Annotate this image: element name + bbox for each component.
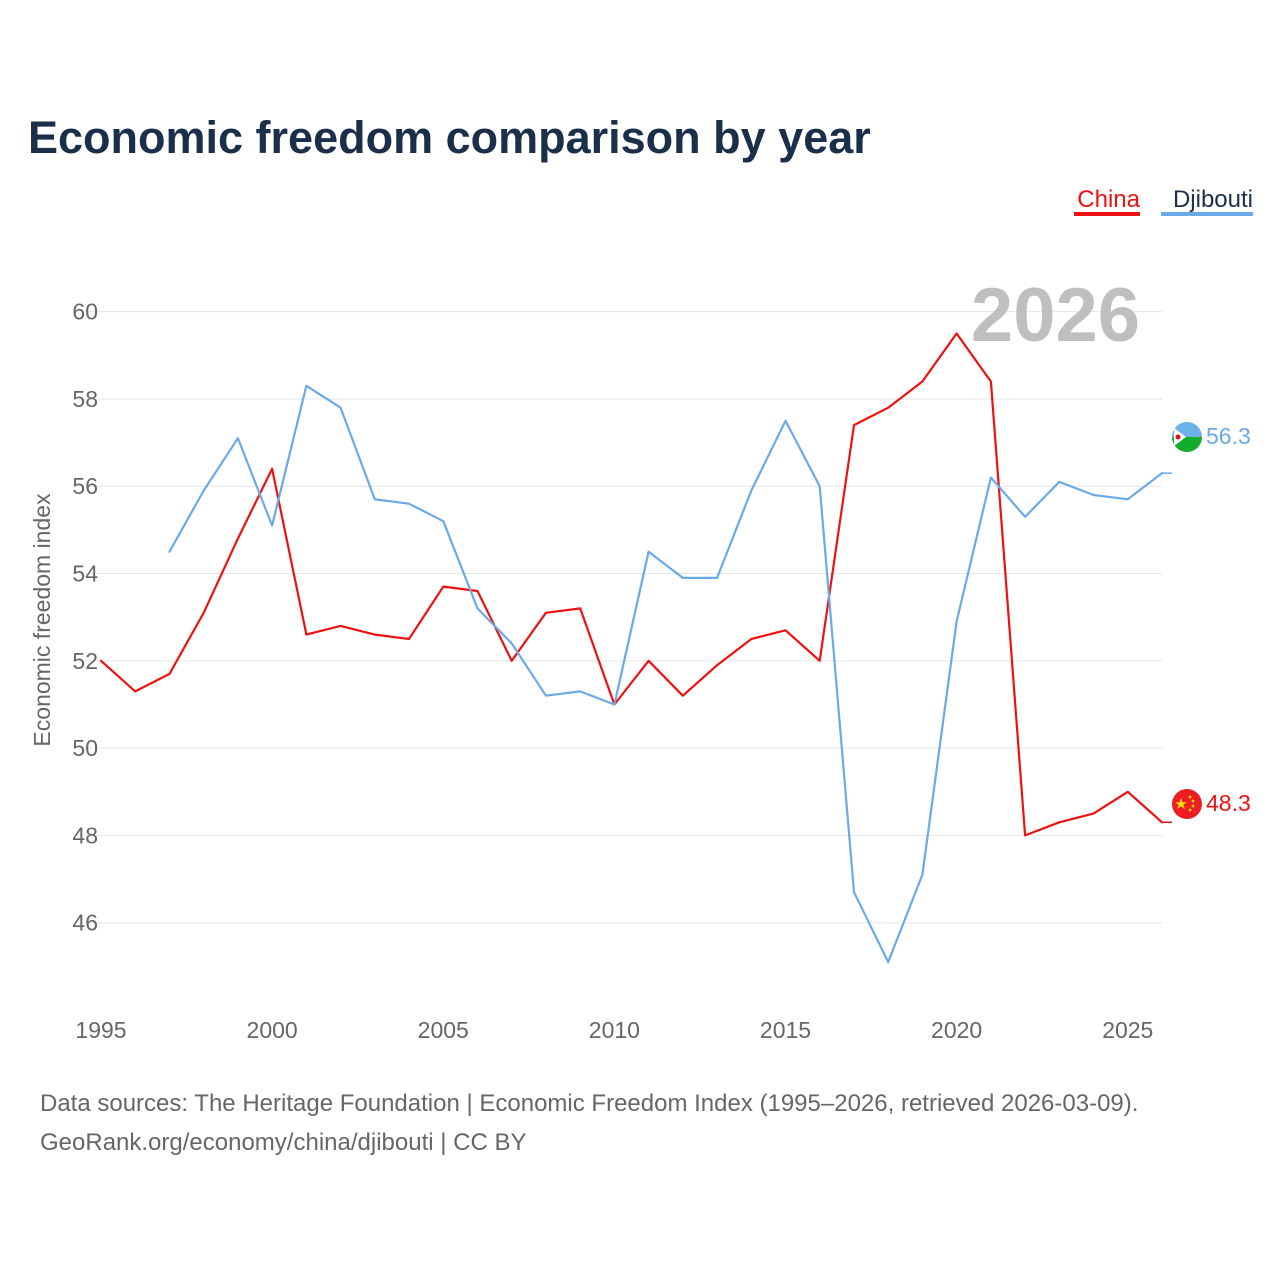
legend-item-china[interactable]: China	[1074, 186, 1141, 216]
legend-swatch-djibouti	[1161, 212, 1253, 216]
data-point-djibouti-2002[interactable]	[338, 405, 344, 411]
data-point-china-2006[interactable]	[474, 588, 480, 594]
year-watermark: 2026	[971, 273, 1140, 358]
source-text: Data sources: The Heritage Foundation | …	[40, 1090, 1138, 1117]
data-point-djibouti-2015[interactable]	[783, 418, 789, 424]
end-markers	[1172, 422, 1202, 819]
data-point-djibouti-2005[interactable]	[440, 518, 446, 524]
data-point-djibouti-2013[interactable]	[714, 575, 720, 581]
legend-label-djibouti: Djibouti	[1173, 186, 1253, 213]
y-axis: 46 48 50 52 54 56 58 60	[72, 299, 98, 936]
data-point-china-2011[interactable]	[646, 658, 652, 664]
y-tick-label: 48	[72, 822, 98, 848]
data-point-china-2019[interactable]	[919, 378, 925, 384]
x-tick-label: 2015	[760, 1017, 811, 1043]
data-point-china-2015[interactable]	[783, 627, 789, 633]
data-point-china-2007[interactable]	[509, 658, 515, 664]
data-point-djibouti-2024[interactable]	[1091, 492, 1097, 498]
y-tick-label: 54	[72, 561, 98, 587]
data-point-djibouti-2018[interactable]	[885, 959, 891, 965]
x-tick-label: 1995	[75, 1017, 126, 1043]
y-axis-title: Economic freedom index	[29, 493, 55, 747]
data-point-djibouti-2017[interactable]	[851, 889, 857, 895]
data-point-china-2013[interactable]	[714, 662, 720, 668]
data-point-djibouti-2004[interactable]	[406, 501, 412, 507]
data-point-china-2022[interactable]	[1022, 832, 1028, 838]
china-flag-icon	[1172, 789, 1202, 819]
data-point-djibouti-2011[interactable]	[646, 549, 652, 555]
x-tick-label: 2000	[247, 1017, 298, 1043]
data-point-china-1995[interactable]	[98, 658, 104, 664]
data-point-china-1999[interactable]	[235, 536, 241, 542]
data-point-china-2002[interactable]	[338, 623, 344, 629]
data-point-djibouti-2012[interactable]	[680, 575, 686, 581]
data-point-china-2020[interactable]	[954, 330, 960, 336]
series-line-china[interactable]	[99, 332, 1164, 837]
data-point-china-2012[interactable]	[680, 693, 686, 699]
y-tick-label: 46	[72, 910, 98, 936]
end-label-djibouti: 56.3	[1206, 423, 1251, 449]
data-point-djibouti-2020[interactable]	[954, 619, 960, 625]
data-point-djibouti-1999[interactable]	[235, 435, 241, 441]
data-point-djibouti-2021[interactable]	[988, 475, 994, 481]
data-point-djibouti-2006[interactable]	[474, 605, 480, 611]
x-tick-label: 2010	[589, 1017, 640, 1043]
data-point-china-2004[interactable]	[406, 636, 412, 642]
data-point-china-2008[interactable]	[543, 610, 549, 616]
legend: China Djibouti	[1074, 186, 1253, 216]
attribution-text: GeoRank.org/economy/china/djibouti | CC …	[40, 1129, 526, 1156]
data-point-djibouti-2019[interactable]	[919, 872, 925, 878]
data-point-china-1998[interactable]	[201, 610, 207, 616]
series-line-djibouti[interactable]	[168, 384, 1164, 964]
data-point-china-2018[interactable]	[885, 405, 891, 411]
x-tick-label: 2005	[418, 1017, 469, 1043]
chart-title: Economic freedom comparison by year	[28, 112, 871, 163]
data-point-china-2017[interactable]	[851, 422, 857, 428]
data-point-china-2000[interactable]	[269, 466, 275, 472]
data-point-china-1996[interactable]	[132, 688, 138, 694]
data-point-djibouti-2023[interactable]	[1056, 479, 1062, 485]
data-point-china-2009[interactable]	[577, 605, 583, 611]
y-tick-label: 52	[72, 648, 98, 674]
data-point-china-2003[interactable]	[372, 632, 378, 638]
data-point-china-2005[interactable]	[440, 584, 446, 590]
data-point-china-2021[interactable]	[988, 378, 994, 384]
djibouti-flag-icon	[1172, 422, 1202, 452]
data-point-djibouti-2010[interactable]	[611, 701, 617, 707]
x-tick-label: 2020	[931, 1017, 982, 1043]
data-point-djibouti-2025[interactable]	[1125, 496, 1131, 502]
data-point-china-2023[interactable]	[1056, 819, 1062, 825]
gridlines	[85, 311, 1162, 924]
data-point-djibouti-1997[interactable]	[166, 549, 172, 555]
y-tick-label: 50	[72, 735, 98, 761]
end-label-china: 48.3	[1206, 790, 1251, 816]
data-point-china-2014[interactable]	[748, 636, 754, 642]
data-point-djibouti-2014[interactable]	[748, 488, 754, 494]
x-axis: 1995 2000 2005 2010 2015 2020 2025	[75, 1017, 1153, 1043]
data-point-china-1997[interactable]	[166, 671, 172, 677]
data-point-djibouti-2008[interactable]	[543, 693, 549, 699]
data-point-djibouti-2022[interactable]	[1022, 514, 1028, 520]
x-tick-label: 2025	[1102, 1017, 1153, 1043]
data-point-djibouti-2009[interactable]	[577, 688, 583, 694]
data-point-china-2016[interactable]	[817, 658, 823, 664]
data-point-djibouti-2000[interactable]	[269, 523, 275, 529]
data-point-djibouti-2007[interactable]	[509, 640, 515, 646]
legend-label-china: China	[1077, 186, 1140, 213]
y-tick-label: 58	[72, 386, 98, 412]
data-point-djibouti-1998[interactable]	[201, 488, 207, 494]
legend-swatch-china	[1074, 212, 1140, 216]
y-tick-label: 60	[72, 299, 98, 325]
series-layer	[98, 330, 1172, 965]
data-point-djibouti-2001[interactable]	[303, 383, 309, 389]
data-point-djibouti-2016[interactable]	[817, 483, 823, 489]
legend-item-djibouti[interactable]: Djibouti	[1161, 186, 1253, 216]
data-point-china-2025[interactable]	[1125, 789, 1131, 795]
y-tick-label: 56	[72, 473, 98, 499]
data-point-china-2001[interactable]	[303, 632, 309, 638]
data-point-djibouti-2003[interactable]	[372, 496, 378, 502]
data-point-china-2024[interactable]	[1091, 811, 1097, 817]
